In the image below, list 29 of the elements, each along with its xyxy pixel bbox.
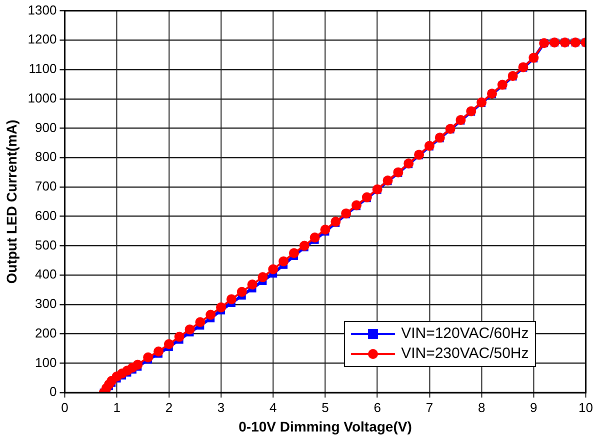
- y-tick-label: 800: [35, 149, 57, 164]
- legend-label: VIN=230VAC/50Hz: [401, 344, 529, 364]
- y-tick-label: 700: [35, 178, 57, 194]
- x-tick-label: 5: [322, 400, 329, 415]
- x-axis-title: 0-10V Dimming Voltage(V): [238, 418, 412, 434]
- y-tick-label: 1200: [28, 32, 57, 47]
- y-axis-title: Output LED Current(mA): [3, 120, 20, 284]
- x-tick-label: 6: [374, 400, 381, 415]
- y-tick-label: 0: [49, 384, 57, 400]
- y-tick-label: 100: [35, 354, 57, 370]
- y-tick-label: 200: [35, 325, 57, 340]
- x-tick-label: 4: [270, 400, 277, 415]
- x-tick-label: 3: [217, 400, 225, 415]
- y-tick-label: 600: [35, 208, 57, 223]
- x-tick-label: 10: [578, 400, 594, 415]
- x-tick-label: 7: [426, 400, 434, 415]
- y-tick-label: 1000: [28, 90, 57, 106]
- x-tick-label: 0: [61, 400, 68, 415]
- y-tick-label: 1100: [28, 61, 57, 76]
- y-tick-label: 500: [35, 237, 57, 252]
- legend-label: VIN=120VAC/60Hz: [401, 324, 529, 344]
- x-tick-label: 9: [530, 400, 538, 415]
- x-tick-label: 8: [478, 400, 486, 415]
- y-tick-label: 400: [35, 266, 57, 282]
- x-tick-label: 1: [113, 400, 120, 415]
- x-tick-label: 2: [165, 400, 173, 415]
- y-tick-label: 900: [35, 120, 57, 135]
- y-tick-label: 300: [35, 296, 57, 312]
- y-tick-label: 1300: [28, 2, 57, 18]
